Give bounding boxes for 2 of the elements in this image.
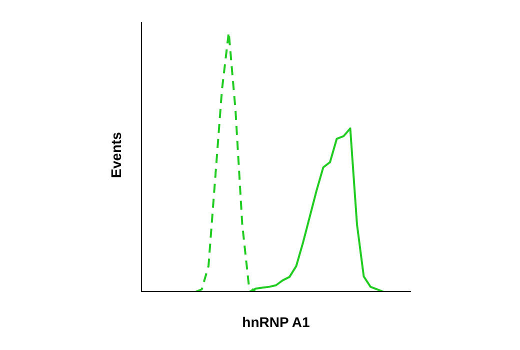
y-axis-title: Events bbox=[108, 131, 124, 180]
x-axis-title: hnRNP A1 bbox=[241, 314, 311, 330]
